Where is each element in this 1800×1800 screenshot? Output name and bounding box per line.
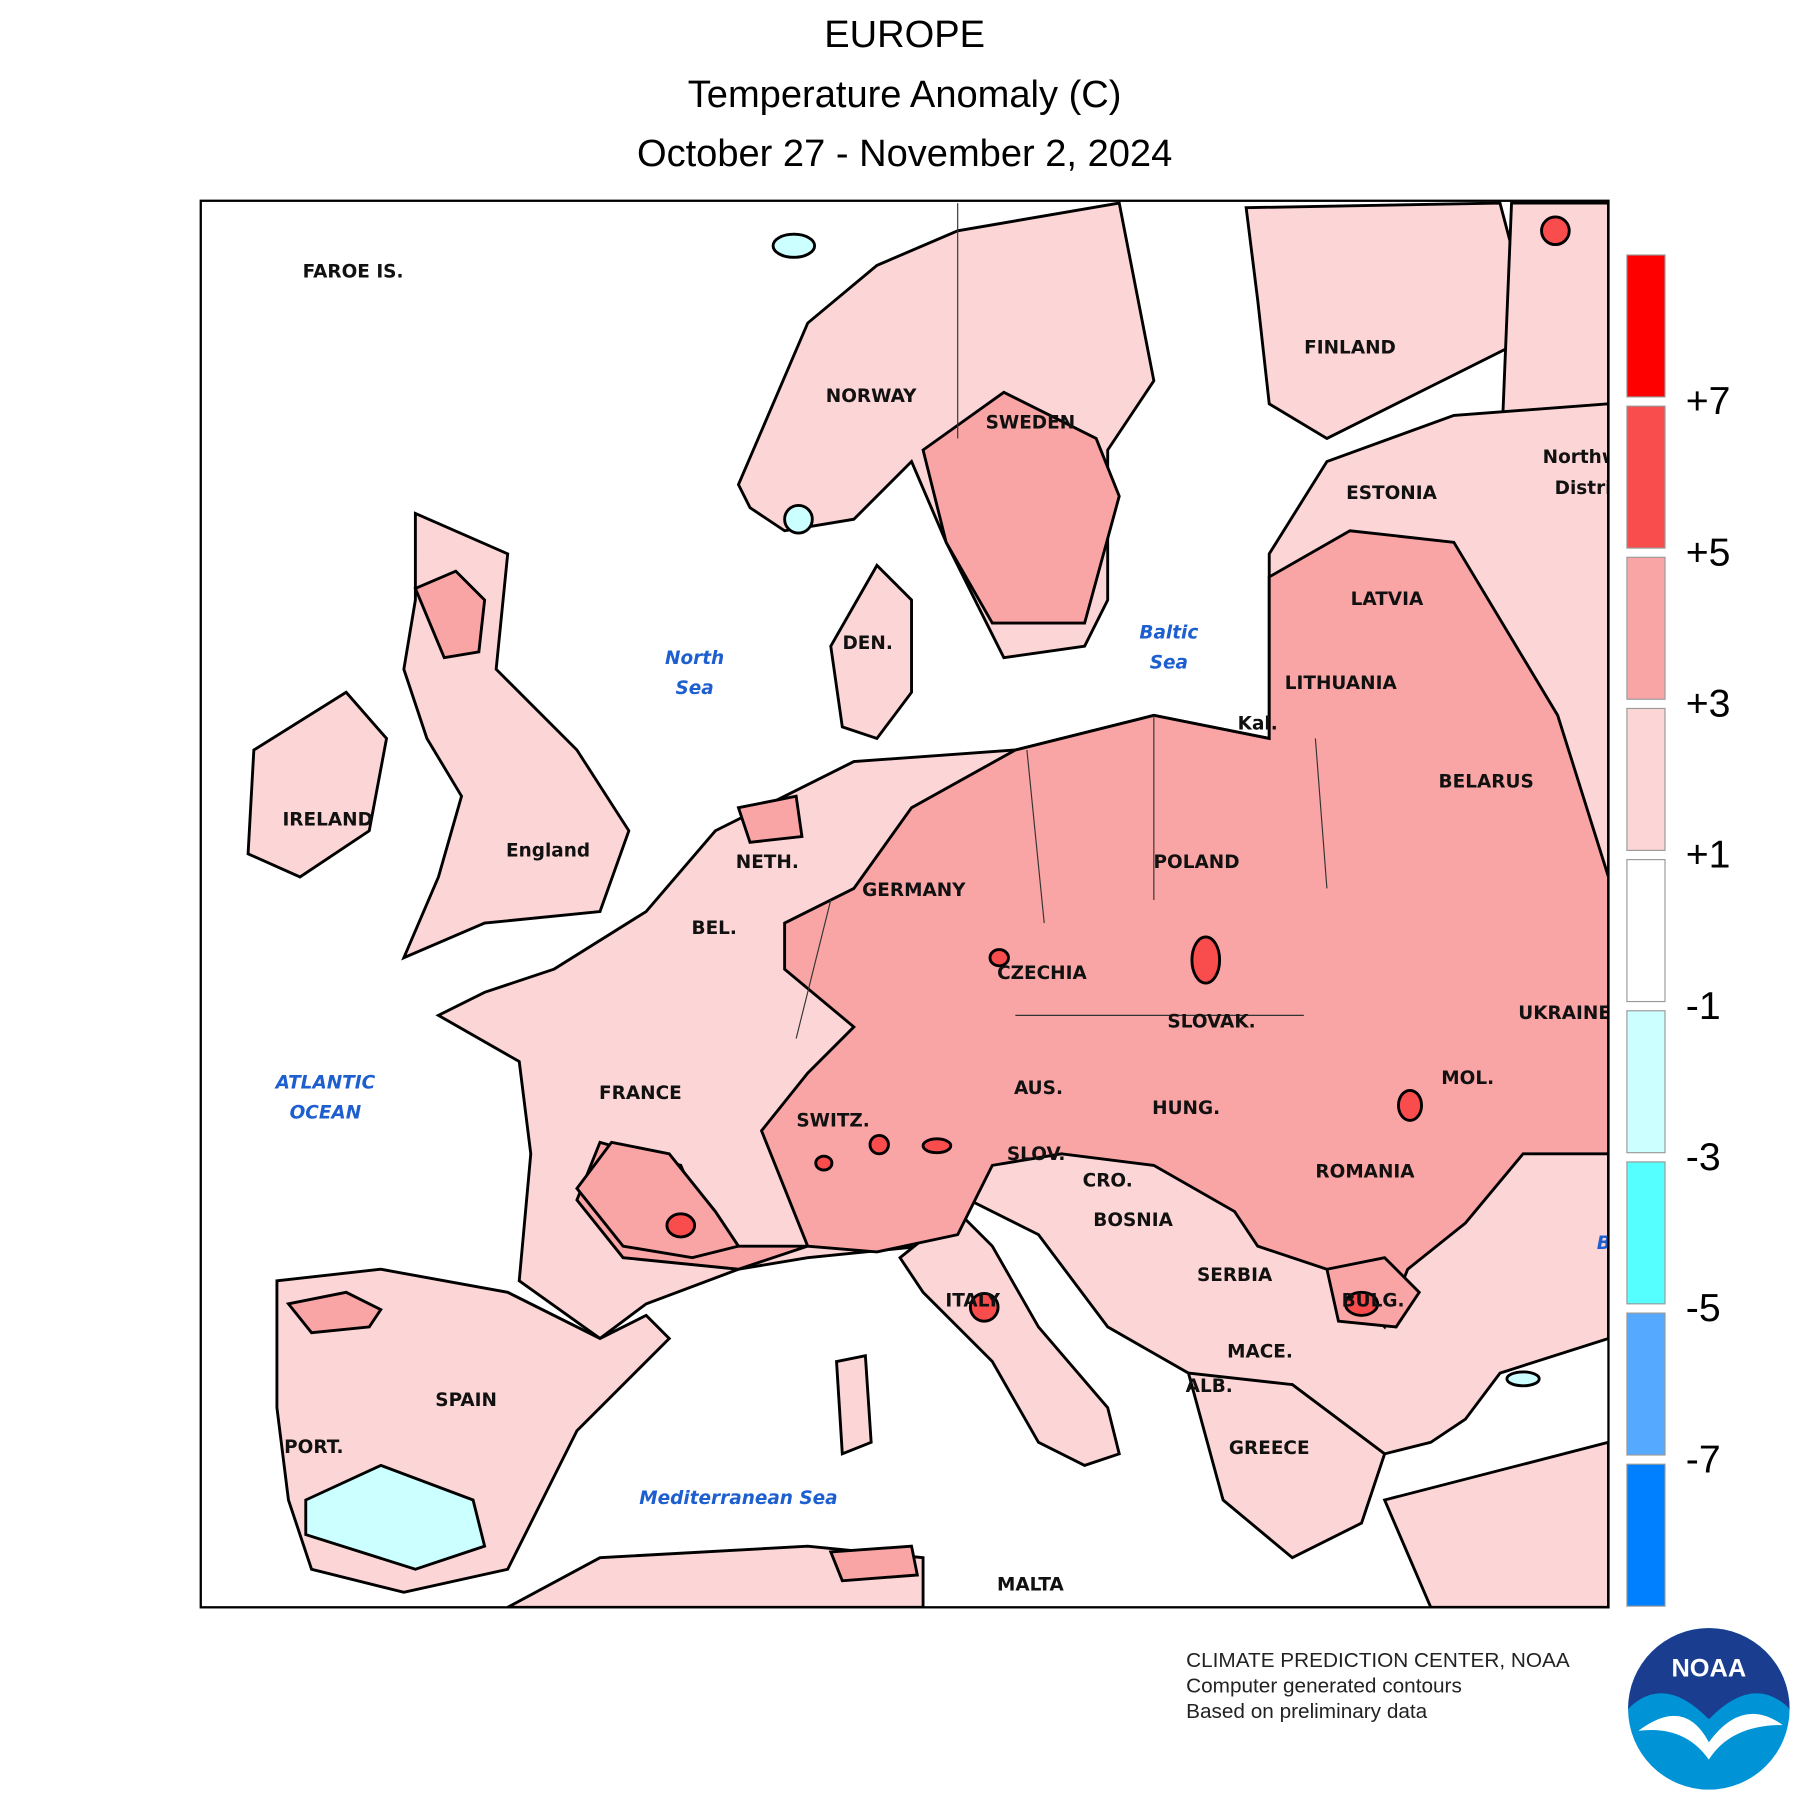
sea-label: Baltic (1139, 622, 1198, 643)
legend-swatch (1626, 1010, 1666, 1154)
place-label: NORWAY (826, 386, 917, 407)
place-label: MALTA (997, 1574, 1065, 1595)
place-label: Kal. (1238, 714, 1278, 735)
place-label: ROMANIA (1315, 1161, 1415, 1182)
sea-label: North (665, 648, 724, 669)
place-label: SWITZ. (796, 1111, 870, 1132)
sea-label: Sea (675, 678, 713, 699)
place-label: SLOVAK. (1167, 1011, 1255, 1032)
footer-line: Based on preliminary data (1186, 1700, 1428, 1723)
legend-swatch (1626, 405, 1666, 549)
noaa-logo: NOAA (1628, 1628, 1790, 1790)
place-label: SLOV. (1007, 1144, 1066, 1165)
map-frame (199, 199, 1610, 1609)
sea-label: ATLANTIC (274, 1072, 376, 1093)
footer-line: Computer generated contours (1186, 1674, 1462, 1697)
legend: +7 +5 +3 +1 -1 -3 -5 -7 (1626, 254, 1731, 1607)
place-label: FINLAND (1304, 337, 1396, 358)
place-label: LATVIA (1351, 589, 1424, 610)
place-labels: FAROE IS. NORWAY SWEDEN FINLAND ESTONIA LATVI… (274, 261, 1619, 1595)
logo-text: NOAA (1671, 1654, 1746, 1682)
legend-swatch (1626, 1312, 1666, 1456)
legend-swatch (1626, 254, 1666, 398)
place-label: BULG. (1342, 1291, 1405, 1312)
legend-label: +5 (1686, 530, 1731, 574)
place-label: FAROE IS. (303, 261, 404, 282)
map-title: Temperature Anomaly (C) (688, 74, 1122, 116)
legend-label: +1 (1686, 833, 1731, 877)
place-label: Northw (1543, 447, 1619, 468)
place-label: MOL. (1441, 1068, 1494, 1089)
place-label: FRANCE (599, 1083, 682, 1104)
map: FAROE IS. NORWAY SWEDEN FINLAND ESTONIA LATVI… (200, 200, 1619, 1608)
legend-swatch (1626, 707, 1666, 851)
sea-label: OCEAN (290, 1102, 362, 1123)
place-label: SPAIN (435, 1390, 497, 1411)
place-label: CZECHIA (997, 963, 1087, 984)
place-label: BOSNIA (1093, 1210, 1173, 1231)
period: October 27 - November 2, 2024 (637, 133, 1172, 175)
legend-swatch (1626, 859, 1666, 1003)
place-label: POLAND (1154, 852, 1240, 873)
place-label: PORT. (284, 1437, 343, 1458)
place-label: ESTONIA (1346, 483, 1437, 504)
legend-swatch (1626, 1161, 1666, 1305)
place-label: BELARUS (1439, 771, 1534, 792)
place-label: IRELAND (282, 809, 372, 830)
sea-label: Mediterranean Sea (639, 1488, 837, 1509)
place-label: SERBIA (1197, 1265, 1273, 1286)
legend-label: +3 (1686, 682, 1731, 726)
legend-swatch (1626, 1463, 1666, 1607)
place-label: LITHUANIA (1285, 673, 1398, 694)
place-label: CRO. (1083, 1171, 1133, 1192)
place-label: MACE. (1227, 1341, 1293, 1362)
place-label: Distri (1555, 478, 1612, 499)
place-label: GERMANY (862, 880, 966, 901)
sea-label: B (1597, 1233, 1611, 1254)
region-title: EUROPE (824, 14, 985, 56)
footer-line: CLIMATE PREDICTION CENTER, NOAA (1186, 1649, 1570, 1672)
place-label: UKRAINE (1518, 1003, 1611, 1024)
place-label: HUNG. (1152, 1098, 1220, 1119)
place-label: ALB. (1186, 1376, 1233, 1397)
place-label: AUS. (1014, 1078, 1063, 1099)
place-label: SWEDEN (986, 412, 1076, 433)
legend-label: +7 (1686, 379, 1731, 423)
place-label: GREECE (1229, 1438, 1310, 1459)
place-label: NETH. (736, 852, 799, 873)
legend-label: -5 (1686, 1286, 1721, 1330)
place-label: DEN. (842, 633, 892, 654)
place-label: BEL. (692, 918, 737, 939)
legend-swatch (1626, 556, 1666, 700)
legend-label: -7 (1686, 1437, 1721, 1481)
legend-label: -1 (1686, 984, 1721, 1028)
sea-label: Sea (1150, 652, 1188, 673)
place-label: England (506, 841, 590, 862)
place-label: ITALY (945, 1291, 1000, 1312)
legend-label: -3 (1686, 1135, 1721, 1179)
